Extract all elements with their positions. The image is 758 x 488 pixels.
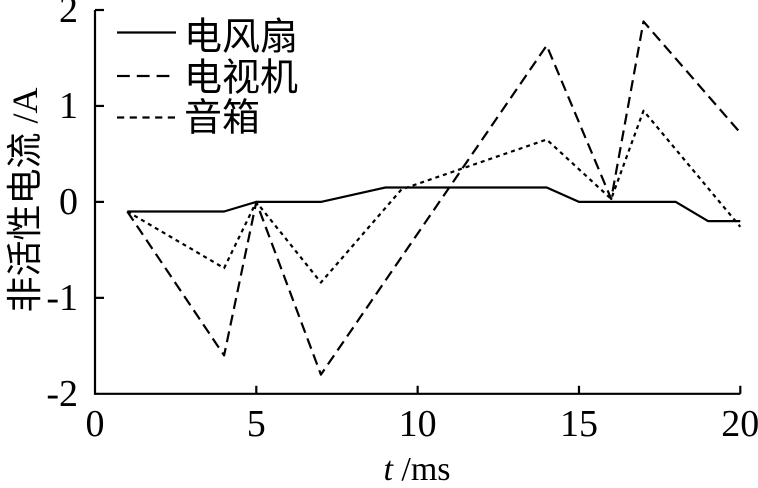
svg-text:15: 15	[560, 403, 598, 445]
svg-text:10: 10	[399, 403, 437, 445]
svg-text:0: 0	[59, 181, 78, 223]
svg-text:2: 2	[59, 0, 78, 31]
svg-text:1: 1	[59, 85, 78, 127]
svg-text:20: 20	[721, 403, 758, 445]
svg-text:-1: -1	[46, 277, 78, 319]
svg-text:音箱: 音箱	[184, 98, 260, 140]
svg-text:-2: -2	[46, 373, 78, 415]
svg-text:t /ms: t /ms	[383, 451, 450, 488]
svg-text:电视机: 电视机	[184, 58, 298, 100]
svg-text:5: 5	[247, 403, 266, 445]
svg-text:0: 0	[86, 403, 105, 445]
svg-text:电风扇: 电风扇	[184, 17, 298, 59]
